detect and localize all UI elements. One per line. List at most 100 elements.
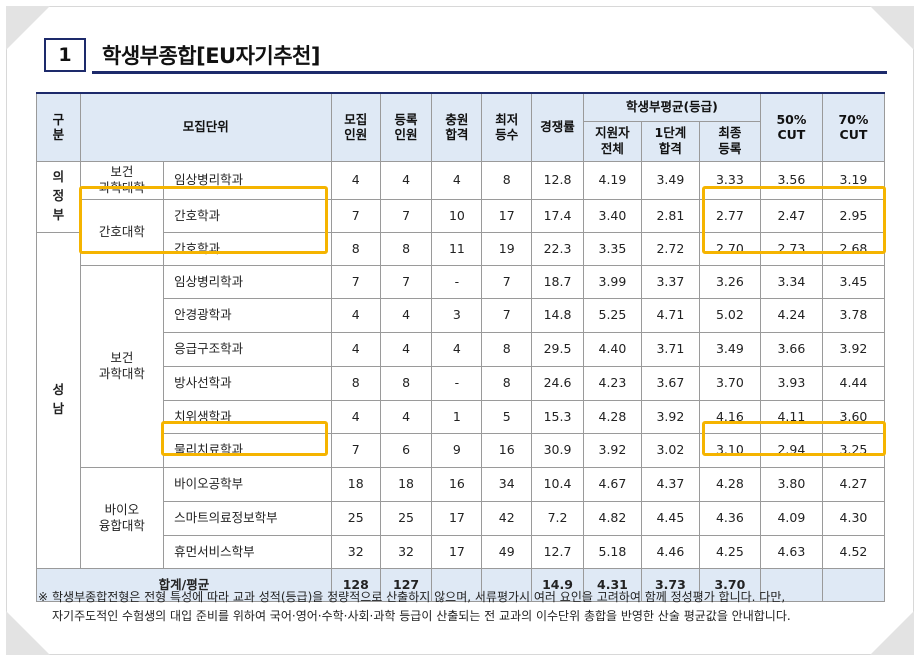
dept-cell: 응급구조학과 — [163, 331, 332, 367]
filled-cell: 10 — [431, 198, 483, 233]
table-row: 바이오 융합대학 바이오공학부 18 18 16 34 10.4 4.67 4.… — [37, 466, 886, 569]
filled-cell: 11 — [431, 231, 483, 266]
gpa-stage1-cell: 4.46 — [640, 534, 700, 569]
registered-cell: 8 — [379, 231, 433, 266]
registered-cell: 32 — [379, 534, 433, 569]
gpa-final-cell: 3.49 — [698, 331, 761, 367]
header-cut50: 50% CUT — [759, 92, 823, 162]
totals-recruit: 128 — [330, 567, 381, 602]
gpa-stage1-cell: 3.02 — [640, 432, 700, 468]
filled-cell: - — [431, 365, 483, 401]
gpa-final-cell: 3.26 — [698, 264, 761, 299]
gpa-final-cell: 4.28 — [698, 466, 761, 502]
recruit-cell: 32 — [330, 534, 381, 569]
cut70-cell: 3.19 — [821, 160, 886, 200]
competition-cell: 15.3 — [531, 399, 584, 434]
filled-cell: 4 — [431, 331, 483, 367]
competition-cell: 12.7 — [531, 534, 584, 569]
gpa-stage1-cell: 4.37 — [640, 466, 700, 502]
table-row: 응급구조학과 4 4 4 8 29.5 4.40 3.71 3.49 3.66 … — [37, 331, 886, 367]
recruit-cell: 4 — [330, 160, 381, 200]
totals-lowest — [481, 567, 533, 602]
header-gpa-final: 최종 등록 — [698, 120, 761, 162]
table-row: 안경광학과 4 4 3 7 14.8 5.25 4.71 5.02 4.24 3… — [37, 297, 886, 333]
corner-decoration — [6, 6, 50, 50]
registered-cell: 4 — [379, 399, 433, 434]
dept-cell: 간호학과 — [163, 231, 332, 266]
college-cell: 바이오 융합대학 — [79, 466, 165, 569]
table-row: 의 정 부 보건 과학대학 임상병리학과 4 4 4 8 12.8 4.19 3… — [36, 160, 886, 233]
cut50-cell: 4.11 — [759, 399, 823, 434]
table-row: 간호대학 간호학과 7 7 10 17 17.4 3.40 2.81 2.77 … — [37, 198, 886, 266]
filled-cell: 4 — [431, 160, 483, 200]
cut70-cell: 4.52 — [821, 534, 886, 569]
competition-cell: 7.2 — [531, 500, 584, 536]
gpa-final-cell: 3.10 — [698, 432, 761, 468]
cut70-cell: 3.45 — [821, 264, 886, 299]
lowest-cell: 19 — [481, 231, 533, 266]
totals-registered: 127 — [379, 567, 433, 602]
cut70-cell: 4.27 — [821, 466, 886, 502]
recruit-cell: 4 — [330, 297, 381, 333]
totals-label: 합계/평균 — [36, 567, 332, 602]
competition-cell: 17.4 — [531, 198, 584, 233]
lowest-cell: 42 — [481, 500, 533, 536]
lowest-cell: 17 — [481, 198, 533, 233]
corner-decoration — [870, 6, 914, 50]
header-unit: 모집단위 — [79, 92, 332, 162]
gpa-all-cell: 4.67 — [582, 466, 642, 502]
gpa-final-cell: 2.77 — [698, 198, 761, 233]
lowest-cell: 8 — [481, 160, 533, 200]
registered-cell: 25 — [379, 500, 433, 536]
registered-cell: 18 — [379, 466, 433, 502]
corner-decoration — [870, 611, 914, 655]
cut70-cell: 3.92 — [821, 331, 886, 367]
registered-cell: 4 — [379, 297, 433, 333]
totals-gpa-all: 4.31 — [582, 567, 642, 602]
dept-cell: 휴먼서비스학부 — [163, 534, 332, 569]
corner-decoration — [6, 611, 50, 655]
dept-cell: 물리치료학과 — [163, 432, 332, 468]
cut70-cell: 3.25 — [821, 432, 886, 468]
totals-gpa-stage1: 3.73 — [640, 567, 700, 602]
gpa-all-cell: 5.25 — [582, 297, 642, 333]
totals-cut70 — [821, 567, 886, 602]
cut70-cell: 2.68 — [821, 231, 886, 266]
cut50-cell: 4.24 — [759, 297, 823, 333]
filled-cell: 3 — [431, 297, 483, 333]
cut50-cell: 3.93 — [759, 365, 823, 401]
dept-cell: 안경광학과 — [163, 297, 332, 333]
header-region: 구 분 — [36, 92, 81, 162]
gpa-stage1-cell: 3.37 — [640, 264, 700, 299]
gpa-final-cell: 3.70 — [698, 365, 761, 401]
gpa-all-cell: 4.23 — [582, 365, 642, 401]
admission-results-table: 구 분 모집단위 모집 인원 등록 인원 충원 합격 최저 등수 경쟁률 학생부… — [36, 92, 886, 602]
region-uijeongbu: 의 정 부 — [36, 160, 81, 233]
gpa-all-cell: 4.28 — [582, 399, 642, 434]
gpa-stage1-cell: 2.72 — [640, 231, 700, 266]
table-row: 물리치료학과 7 6 9 16 30.9 3.92 3.02 3.10 2.94… — [37, 432, 886, 468]
cut50-cell: 4.09 — [759, 500, 823, 536]
competition-cell: 10.4 — [531, 466, 584, 502]
title-underline — [92, 71, 887, 74]
college-cell: 보건 과학대학 — [79, 264, 165, 468]
cut70-cell: 3.60 — [821, 399, 886, 434]
filled-cell: 1 — [431, 399, 483, 434]
registered-cell: 4 — [379, 160, 433, 200]
cut50-cell: 4.63 — [759, 534, 823, 569]
competition-cell: 18.7 — [531, 264, 584, 299]
gpa-stage1-cell: 2.81 — [640, 198, 700, 233]
gpa-final-cell: 4.25 — [698, 534, 761, 569]
recruit-cell: 7 — [330, 432, 381, 468]
table-row: 성 남 간호학과 8 8 11 19 22.3 3.35 2.72 2.70 2… — [36, 231, 886, 569]
cut50-cell: 3.66 — [759, 331, 823, 367]
competition-cell: 24.6 — [531, 365, 584, 401]
footnote-line-2: 자기주도적인 수험생의 대입 준비를 위하여 국어·영어·수학·사회·과학 등급… — [52, 608, 791, 623]
header-gpa-stage1: 1단계 합격 — [640, 120, 700, 162]
lowest-cell: 8 — [481, 365, 533, 401]
cut50-cell: 2.73 — [759, 231, 823, 266]
gpa-all-cell: 3.35 — [582, 231, 642, 266]
cut50-cell: 2.47 — [759, 198, 823, 233]
section-heading: 1 학생부종합[EU자기추천] — [44, 38, 320, 72]
gpa-all-cell: 5.18 — [582, 534, 642, 569]
